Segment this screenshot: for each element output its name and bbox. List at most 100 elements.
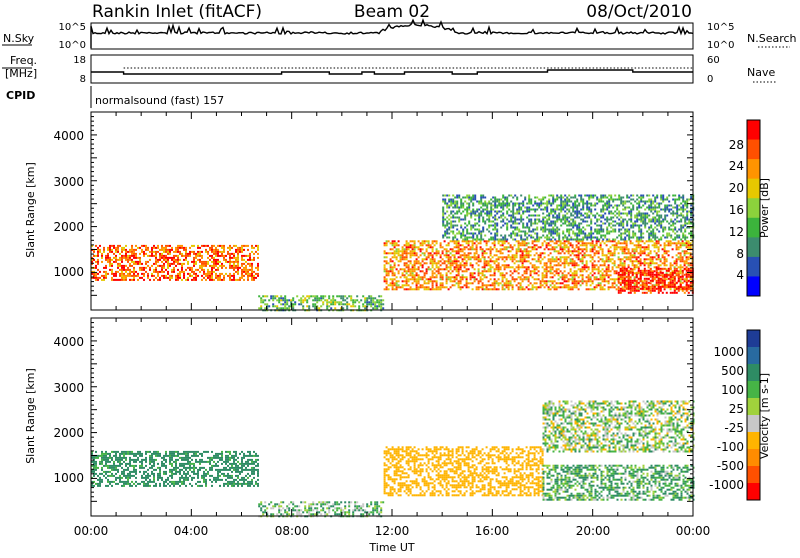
powerData-cell	[384, 288, 386, 290]
powerData-cell	[474, 211, 476, 213]
powerData-cell	[490, 199, 492, 201]
powerData-cell	[554, 280, 556, 282]
powerData-cell	[578, 217, 580, 219]
freq-label-1: Freq.	[10, 54, 37, 67]
powerData-cell	[648, 237, 650, 239]
powerData-cell	[540, 282, 542, 284]
powerData-cell	[482, 221, 484, 223]
powerData-cell	[644, 252, 646, 254]
powerData-cell	[209, 277, 211, 279]
powerData-cell	[510, 256, 512, 258]
powerData-cell	[622, 223, 624, 225]
powerData-cell	[614, 199, 616, 201]
powerData-cell	[530, 223, 532, 225]
powerData-cell	[422, 276, 424, 278]
powerData-cell	[253, 271, 255, 273]
powerData-cell	[432, 250, 434, 252]
powerData-cell	[318, 307, 320, 309]
powerData-cell	[512, 286, 514, 288]
powerData-cell	[392, 260, 394, 262]
powerData-cell	[474, 258, 476, 260]
powerData-cell	[516, 235, 518, 237]
powerData-cell	[588, 266, 590, 268]
powerData-cell	[482, 217, 484, 219]
powerData-cell	[602, 254, 604, 256]
powerData-cell	[526, 250, 528, 252]
powerData-cell	[352, 301, 354, 303]
powerData-cell	[540, 260, 542, 262]
powerData-cell	[470, 217, 472, 219]
powerData-cell	[562, 286, 564, 288]
powerData-cell	[474, 219, 476, 221]
powerData-cell	[95, 275, 97, 277]
powerData-cell	[562, 197, 564, 199]
powerData-cell	[498, 199, 500, 201]
powerData-cell	[522, 219, 524, 221]
powerData-cell	[528, 284, 530, 286]
powerData-cell	[632, 207, 634, 209]
powerData-cell	[684, 239, 686, 241]
powerData-cell	[251, 267, 253, 269]
powerData-cell	[640, 258, 642, 260]
powerData-cell	[588, 211, 590, 213]
powerData-cell	[109, 259, 111, 261]
powerData-cell	[402, 272, 404, 274]
powerData-cell	[588, 209, 590, 211]
powerData-cell	[504, 223, 506, 225]
powerData-cell	[634, 256, 636, 258]
powerData-cell	[560, 286, 562, 288]
powerData-cell	[596, 284, 598, 286]
powerData-cell	[674, 199, 676, 201]
powerData-cell	[398, 252, 400, 254]
powerData-cell	[237, 265, 239, 267]
powerData-cell	[215, 251, 217, 253]
powerData-cell	[672, 229, 674, 231]
powerData-cell	[530, 235, 532, 237]
powerData-cell	[203, 273, 205, 275]
powerData-cell	[458, 221, 460, 223]
powerData-cell	[364, 301, 366, 303]
powerData-cell	[500, 215, 502, 217]
station-title: Rankin Inlet (fitACF)	[92, 2, 262, 22]
powerData-cell	[414, 280, 416, 282]
powerData-cell	[556, 197, 558, 199]
powerData-cell	[496, 225, 498, 227]
powerData-cell	[235, 249, 237, 251]
powerData-cell	[121, 255, 123, 257]
powerData-cell	[115, 271, 117, 273]
powerData-cell	[552, 268, 554, 270]
powerData-cell	[288, 299, 290, 301]
powerData-cell	[624, 278, 626, 280]
powerData-cell	[366, 299, 368, 301]
powerData-cell	[622, 203, 624, 205]
powerData-cell	[460, 266, 462, 268]
powerData-cell	[434, 252, 436, 254]
powerData-cell	[454, 280, 456, 282]
powerData-cell	[634, 288, 636, 290]
powerData-cell	[638, 262, 640, 264]
powerData-cell	[484, 240, 486, 242]
powerData-cell	[618, 278, 620, 280]
powerData-cell	[472, 233, 474, 235]
powerData-cell	[456, 213, 458, 215]
powerData-cell	[516, 219, 518, 221]
powerData-cell	[622, 270, 624, 272]
powerData-cell	[121, 267, 123, 269]
powerData-cell	[470, 276, 472, 278]
powerData-cell	[215, 265, 217, 267]
powerData-cell	[626, 280, 628, 282]
powerData-cell	[506, 248, 508, 250]
powerData-cell	[662, 262, 664, 264]
powerData-cell	[664, 280, 666, 282]
powerData-cell	[472, 209, 474, 211]
powerData-cell	[272, 295, 274, 297]
powerData-cell	[378, 305, 380, 307]
powerData-cell	[456, 276, 458, 278]
powerData-cell	[568, 223, 570, 225]
powerData-cell	[450, 225, 452, 227]
powerData-cell	[169, 253, 171, 255]
powerData-cell	[446, 248, 448, 250]
powerData-cell	[95, 279, 97, 281]
powerData-cell	[644, 242, 646, 244]
